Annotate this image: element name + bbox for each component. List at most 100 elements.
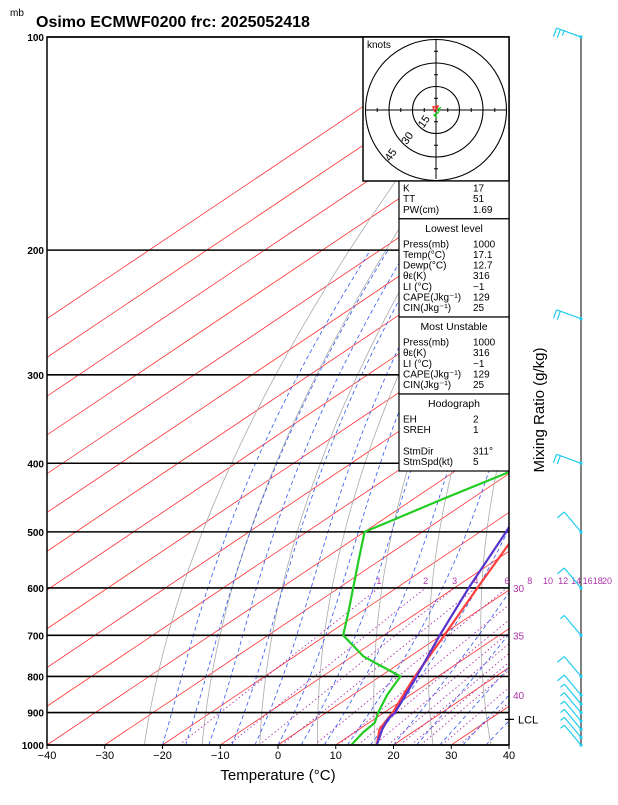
pressure-tick-label: 500 xyxy=(27,528,44,539)
wind-barb-flag xyxy=(553,28,556,36)
most-unstable-row-value: 1000 xyxy=(473,338,496,349)
wind-barb-flag xyxy=(560,615,564,618)
mixing-ratio-line xyxy=(228,588,425,745)
lowest-level-row-label: Temp(°C) xyxy=(403,250,445,261)
temperature-tick-label: −20 xyxy=(153,750,172,762)
mixing-ratio-axis-label: Mixing Ratio (g/kg) xyxy=(531,347,548,472)
pressure-tick-label: 700 xyxy=(27,631,44,642)
most-unstable-row-value: 25 xyxy=(473,380,485,391)
wind-barb-staff xyxy=(564,684,581,704)
pressure-unit-label: mb xyxy=(10,8,24,19)
mixing-ratio-line xyxy=(411,588,598,745)
theta-e-labels: 30 35 40 xyxy=(513,584,525,702)
most-unstable-row-value: −1 xyxy=(473,359,485,370)
hodograph-panel-header: Hodograph xyxy=(428,398,480,410)
lowest-level-row-value: 17.1 xyxy=(473,250,493,261)
wind-barb-staff xyxy=(564,709,581,729)
hodograph-panel-row-value: 5 xyxy=(473,457,479,468)
most-unstable-row-label: θε(K) xyxy=(403,348,426,359)
lowest-level-row-value: 12.7 xyxy=(473,261,493,272)
lowest-level-row-label: θε(K) xyxy=(403,271,426,282)
wind-barb-staff xyxy=(557,310,581,319)
wind-barb-staff xyxy=(564,615,581,635)
wind-barb xyxy=(560,615,582,637)
indices-row-label: PW(cm) xyxy=(403,205,439,216)
moist-adiabat-line xyxy=(232,250,427,745)
wind-barb-flag xyxy=(557,568,564,574)
pressure-tick-label: 100 xyxy=(27,33,44,44)
wind-barb xyxy=(553,310,582,320)
mixing-ratio-line xyxy=(315,588,507,745)
indices-row-value: 17 xyxy=(473,184,485,195)
lowest-level-row-value: 1000 xyxy=(473,239,496,250)
wind-barb-flag xyxy=(560,725,564,728)
wind-barb xyxy=(557,512,582,534)
mixing-ratio-line xyxy=(459,588,618,745)
temperature-tick-label: 30 xyxy=(445,750,457,762)
wind-barb-flag xyxy=(560,684,564,687)
lowest-level-row-label: CIN(Jkg⁻¹) xyxy=(403,303,451,314)
most-unstable-row-value: 316 xyxy=(473,348,490,359)
wind-barb-flag xyxy=(557,456,560,464)
moist-adiabat-line xyxy=(509,250,618,745)
wind-barb-flag xyxy=(557,675,564,681)
pressure-tick-label: 900 xyxy=(27,709,44,720)
mixing-ratio-label: 2 xyxy=(423,576,428,586)
wind-barb-staff xyxy=(564,512,581,532)
dry-adiabat-line xyxy=(581,37,618,745)
mixing-ratio-line xyxy=(421,588,607,745)
pressure-tick-label: 300 xyxy=(27,371,44,382)
mixing-ratio-line xyxy=(259,588,455,745)
wind-barb-flag xyxy=(557,656,564,662)
lowest-level-row-value: 129 xyxy=(473,292,490,303)
temperature-tick-label: −10 xyxy=(211,750,230,762)
lcl-marker: LCL xyxy=(505,714,538,726)
hodograph-panel-row-value: 311° xyxy=(473,446,493,457)
theta-e-label: 35 xyxy=(513,631,525,642)
wind-barb-flag xyxy=(560,717,564,720)
mixing-ratio-label: 1 xyxy=(376,576,381,586)
wind-barb-flag xyxy=(560,701,564,704)
temperature-tick-label: −30 xyxy=(95,750,114,762)
most-unstable-row-label: LI (°C) xyxy=(403,359,432,370)
pressure-tick-label: 200 xyxy=(27,246,44,257)
theta-e-label: 40 xyxy=(513,691,525,702)
most-unstable-row-value: 129 xyxy=(473,369,490,380)
wind-barb-column xyxy=(553,28,582,746)
indices-row-value: 1.69 xyxy=(473,205,493,216)
wind-barb xyxy=(560,701,582,723)
hodograph-panel-row-label: StmDir xyxy=(403,446,434,457)
wind-barb-staff xyxy=(557,454,581,463)
hodograph-panel-row-label: SREH xyxy=(403,425,431,436)
wind-barb-flag xyxy=(553,454,556,462)
wind-barb xyxy=(557,656,582,678)
moist-adiabat-line xyxy=(209,250,407,745)
hodograph-unit: knots xyxy=(367,40,391,51)
wind-barb-flag xyxy=(562,31,564,36)
most-unstable-row-label: Press(mb) xyxy=(403,338,449,349)
lowest-level-row-value: 316 xyxy=(473,271,490,282)
temperature-tick-label: −40 xyxy=(38,750,57,762)
lowest-level-row-value: 25 xyxy=(473,303,485,314)
wind-barb xyxy=(560,709,582,731)
pressure-tick-label: 800 xyxy=(27,672,44,683)
theta-e-label: 30 xyxy=(513,584,525,595)
mixing-ratio-label: 6 xyxy=(504,576,509,586)
lowest-level-row-label: LI (°C) xyxy=(403,282,432,293)
wind-barb xyxy=(553,28,582,38)
temperature-tick-label: 40 xyxy=(503,750,515,762)
most-unstable-row-label: CAPE(Jkg⁻¹) xyxy=(403,369,461,380)
lcl-label: LCL xyxy=(518,714,538,726)
hodograph-panel-row-label: EH xyxy=(403,415,417,426)
wind-barb-staff xyxy=(564,693,581,713)
mixing-ratio-label: 4 xyxy=(473,576,478,586)
wind-barb xyxy=(560,693,582,715)
mixing-ratio-label: 20 xyxy=(602,576,612,586)
hodograph-panel-row-label: StmSpd(kt) xyxy=(403,457,453,468)
wind-barb-flag xyxy=(560,709,564,712)
indices-row-value: 51 xyxy=(473,194,485,205)
chart-title: Osimo ECMWF0200 frc: 2025052418 xyxy=(36,14,310,31)
